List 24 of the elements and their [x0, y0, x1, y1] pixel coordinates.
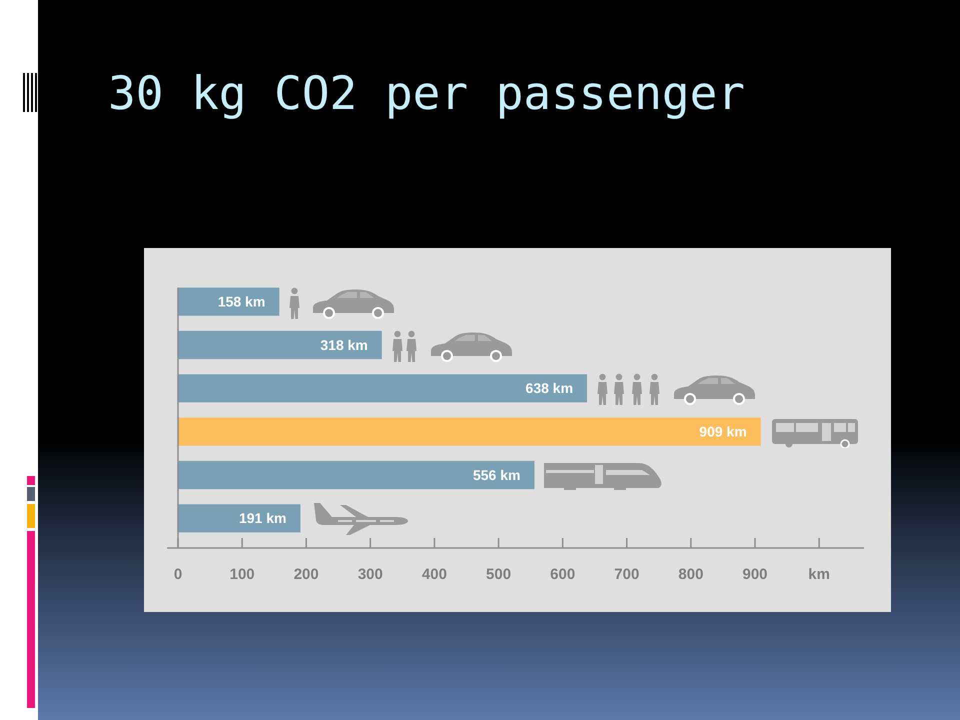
- x-tick-label: km: [808, 566, 830, 584]
- data-label: 909 km: [699, 424, 747, 440]
- x-tick-label: 400: [422, 566, 447, 584]
- x-tick-label: 500: [486, 566, 512, 584]
- x-tick-label: 900: [742, 566, 768, 584]
- x-tick-label: 800: [678, 566, 704, 584]
- bar: [178, 460, 534, 490]
- x-tick-label: 100: [230, 566, 255, 584]
- x-tick-label: 0: [174, 566, 182, 584]
- bar: [178, 374, 588, 402]
- data-label: 158 km: [218, 294, 266, 310]
- x-tick-label: 600: [550, 566, 576, 584]
- bar: [178, 288, 280, 316]
- x-tick-label: 700: [614, 566, 640, 584]
- data-label: 638 km: [526, 380, 574, 396]
- chart-title: 30 kg CO2 per passenger: [108, 66, 745, 120]
- bar: [178, 504, 300, 532]
- bar: [178, 330, 382, 360]
- data-label: 556 km: [472, 466, 520, 483]
- data-label: 191 km: [238, 510, 286, 526]
- x-tick-label: 200: [294, 566, 319, 584]
- x-tick-label: 300: [358, 566, 383, 584]
- data-label: 318 km: [320, 336, 368, 353]
- bar: [178, 418, 761, 446]
